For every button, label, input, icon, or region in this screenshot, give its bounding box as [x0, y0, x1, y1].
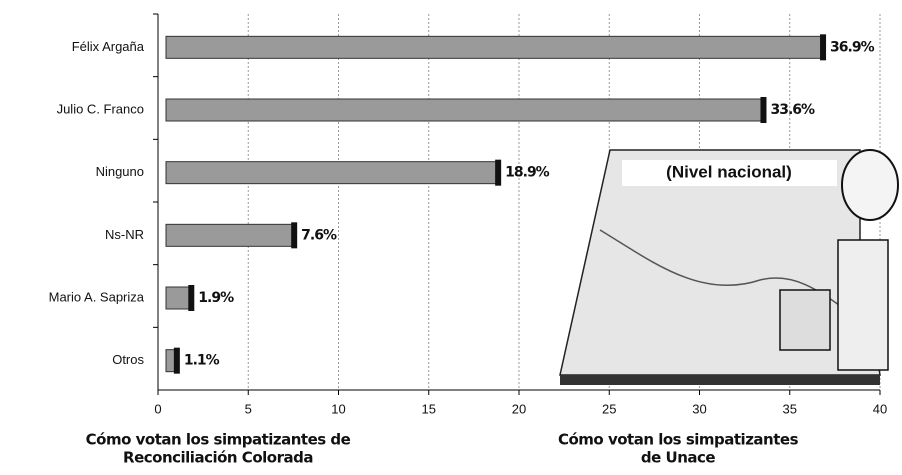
value-label: 33.6% [770, 102, 815, 118]
bar-end [291, 222, 298, 249]
x-tick-label: 20 [512, 401, 526, 416]
y-tick-label: Mario A. Sapriza [49, 289, 145, 304]
bar-end [188, 285, 195, 311]
y-tick-label: Ns-NR [105, 227, 144, 242]
x-tick-label: 35 [783, 401, 797, 416]
bar [165, 223, 296, 247]
x-tick-label: 5 [245, 401, 252, 416]
x-tick-label: 25 [602, 401, 616, 416]
footnote: Reconciliación Colorada [123, 449, 313, 467]
y-tick-label: Ninguno [96, 164, 144, 179]
bar [165, 98, 765, 122]
x-tick-label: 30 [692, 401, 706, 416]
illustration [559, 149, 899, 385]
y-tick-label: Otros [112, 352, 144, 367]
bar-end [495, 159, 502, 186]
bar [165, 35, 825, 59]
plot: 0 5 10 15 20 25 30 35 40 Félix Argaña 36.9% Julio C… [49, 13, 887, 467]
value-label: 36.9% [830, 39, 875, 55]
x-tick-label: 15 [422, 401, 436, 416]
y-tick-label: Julio C. Franco [57, 101, 144, 116]
bar-end [173, 347, 180, 374]
bar-end [760, 97, 767, 123]
x-tick-label: 10 [331, 401, 345, 416]
annotation-box [622, 160, 837, 186]
bar-end [820, 34, 827, 61]
value-label: 1.1% [184, 353, 220, 369]
annotation: (Nivel nacional) [666, 162, 792, 181]
x-tick-label: 0 [154, 401, 161, 416]
bar [165, 161, 500, 185]
value-label: 7.6% [301, 227, 337, 243]
x-tick-label: 40 [873, 401, 887, 416]
y-tick-label: Félix Argaña [72, 39, 145, 54]
footnote: Cómo votan los simpatizantes [558, 431, 799, 449]
value-label: 18.9% [505, 165, 550, 181]
footnote: Cómo votan los simpatizantes de [86, 431, 351, 449]
footnote: de Unace [641, 449, 716, 467]
value-label: 1.9% [198, 290, 234, 306]
